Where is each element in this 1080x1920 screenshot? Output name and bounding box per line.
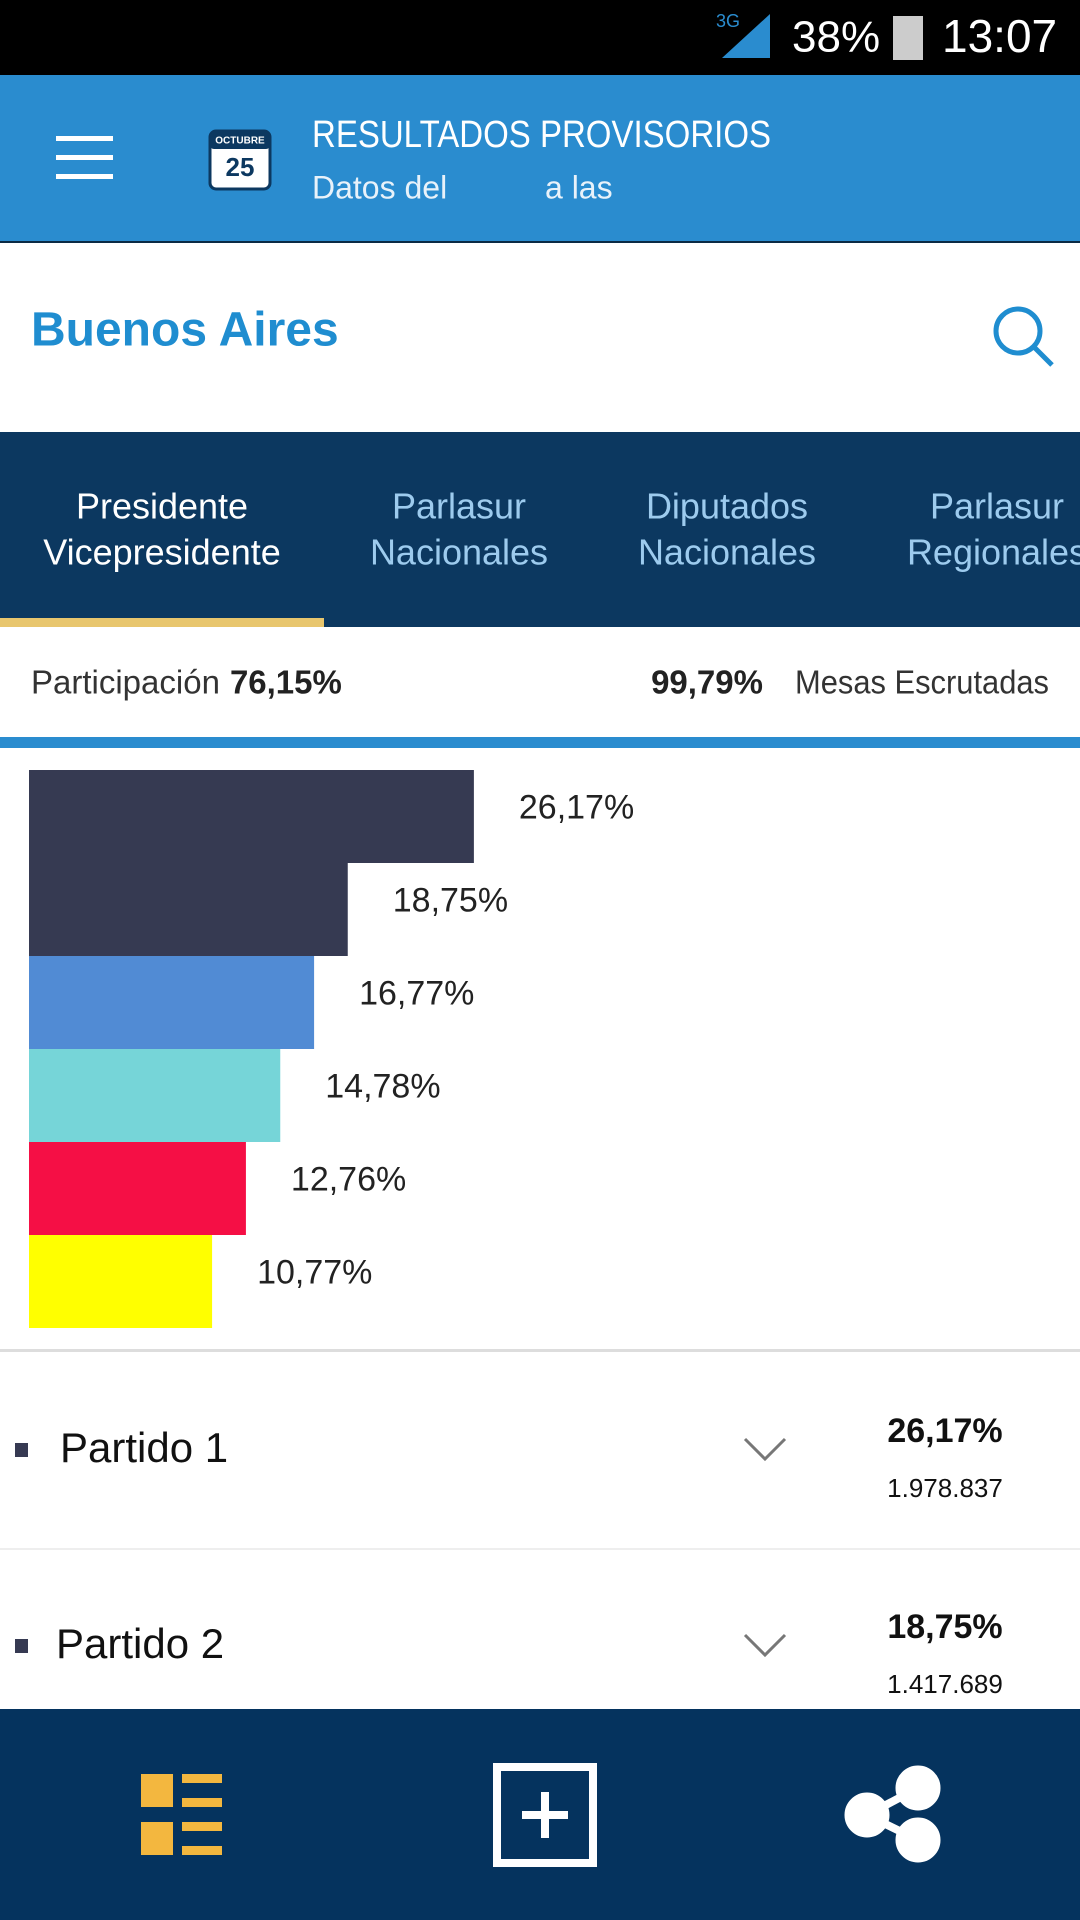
row-divider [0, 1548, 1080, 1550]
party-row[interactable]: Partido 1 26,17% 1.978.837 [15, 1412, 1003, 1503]
tab-label: Nacionales [370, 532, 548, 573]
header-date: Datos del [312, 169, 447, 205]
party-color [15, 1639, 28, 1653]
menu-line [56, 174, 113, 179]
header-title: RESULTADOS PROVISORIOS [312, 114, 771, 156]
tab-label: Diputados [646, 486, 808, 527]
tab[interactable]: Diputados Nacionales [638, 486, 816, 573]
calendar-day: 25 [226, 152, 255, 182]
bar [29, 1142, 246, 1235]
bar-value-label: 14,78% [325, 1067, 440, 1105]
menu-line [56, 155, 113, 160]
bar [29, 770, 474, 863]
bar [29, 1235, 213, 1328]
calendar-month: OCTUBRE [215, 136, 265, 147]
signal-icon [722, 14, 770, 58]
share-button[interactable] [844, 1765, 941, 1863]
bar-value-label: 10,77% [257, 1253, 372, 1291]
share-node [844, 1792, 890, 1838]
party-percent: 18,75% [887, 1608, 1002, 1646]
expand-chevron[interactable] [743, 1633, 787, 1658]
search-lens [993, 306, 1043, 356]
header-time: a las [545, 169, 613, 205]
menu-line [56, 136, 113, 141]
bar [29, 956, 315, 1049]
bar-value-label: 18,75% [393, 881, 508, 919]
calendar-top [210, 131, 270, 149]
expand-chevron[interactable] [743, 1437, 787, 1462]
add-plus [522, 1811, 568, 1819]
party-votes: 1.978.837 [887, 1473, 1003, 1503]
search-button[interactable] [993, 306, 1054, 367]
tab[interactable]: Parlasur Regionales [907, 486, 1080, 573]
icon-bar [182, 1798, 222, 1807]
bar-value-label: 26,17% [519, 788, 634, 826]
participation-label: Participación [31, 664, 220, 701]
network-type: 3G [716, 11, 740, 31]
bar-value-label: 16,77% [359, 974, 474, 1012]
tab-label: Presidente [76, 486, 248, 527]
icon-block [141, 1774, 173, 1807]
clock: 13:07 [942, 10, 1057, 62]
participation-value: 76,15% [230, 664, 342, 701]
battery-level: 38% [792, 13, 880, 62]
tables-counted-label: Mesas Escrutadas [795, 664, 1049, 701]
party-row[interactable]: Partido 2 18,75% 1.417.689 [15, 1608, 1003, 1699]
list-view-button[interactable] [141, 1774, 222, 1855]
location-title: Buenos Aires [31, 304, 339, 357]
chart-divider [0, 1349, 1080, 1352]
icon-bar [182, 1846, 222, 1855]
share-node [895, 1817, 941, 1863]
tables-counted-value: 99,79% [651, 664, 763, 701]
tab[interactable]: Parlasur Nacionales [370, 486, 548, 573]
icon-bar [182, 1822, 222, 1831]
tab-bar [0, 432, 1080, 627]
tab-label: Regionales [907, 532, 1080, 573]
icon-bar [182, 1774, 222, 1783]
party-name: Partido 2 [56, 1620, 224, 1667]
icon-block [141, 1822, 173, 1855]
party-list: Partido 1 26,17% 1.978.837 Partido 2 18,75% 1… [0, 1412, 1080, 1699]
bar [29, 863, 348, 956]
add-box [493, 1763, 597, 1867]
tab-label: Parlasur [930, 486, 1064, 527]
search-handle [1032, 345, 1054, 367]
tab[interactable]: Presidente Vicepresidente [43, 486, 281, 573]
tab-label: Parlasur [392, 486, 526, 527]
battery-icon [893, 16, 923, 60]
party-name: Partido 1 [60, 1424, 228, 1471]
share-node [895, 1765, 941, 1811]
app-header [0, 75, 1080, 243]
party-percent: 26,17% [887, 1412, 1002, 1450]
menu-button[interactable] [56, 136, 113, 179]
active-tab-indicator [0, 618, 324, 627]
results-chart: 26,17% 18,75% 16,77% 14,78% 12,76% 10,77% [29, 770, 634, 1328]
header-border [0, 241, 1080, 243]
bar-value-label: 12,76% [291, 1160, 406, 1198]
stats-divider [0, 737, 1080, 748]
calendar-icon: OCTUBRE 25 [208, 129, 272, 191]
party-color [15, 1443, 28, 1457]
tab-label: Vicepresidente [43, 532, 281, 573]
bar [29, 1049, 281, 1142]
tab-label: Nacionales [638, 532, 816, 573]
add-button[interactable] [493, 1763, 597, 1867]
party-votes: 1.417.689 [887, 1669, 1003, 1699]
